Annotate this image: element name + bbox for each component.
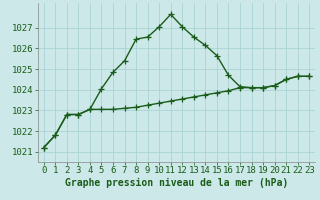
X-axis label: Graphe pression niveau de la mer (hPa): Graphe pression niveau de la mer (hPa) bbox=[65, 178, 288, 188]
